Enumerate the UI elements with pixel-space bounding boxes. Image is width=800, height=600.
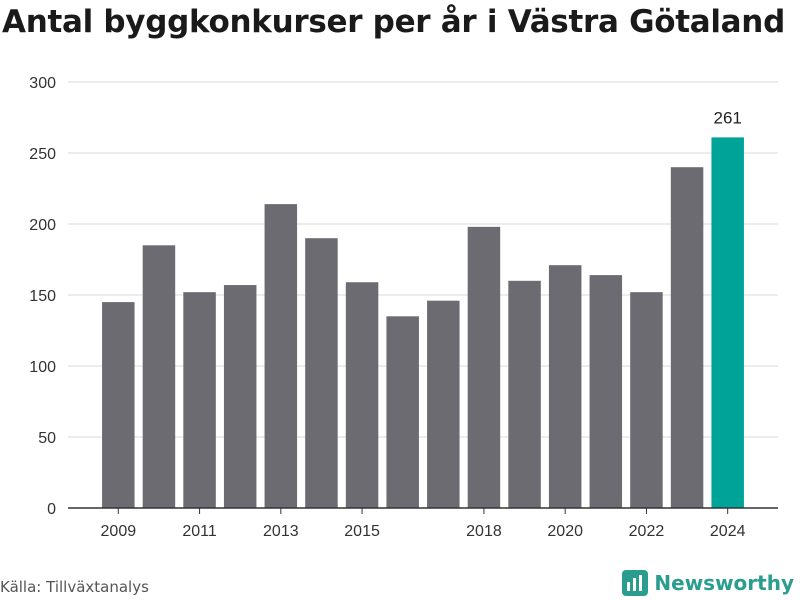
bars: [102, 137, 744, 509]
brand-logo: Newsworthy: [622, 570, 794, 596]
bar-2014: [305, 238, 338, 508]
x-tick-label: 2020: [547, 523, 583, 540]
y-tick-label: 250: [29, 146, 56, 163]
y-tick-label: 0: [47, 501, 56, 518]
x-tick-label: 2011: [182, 523, 217, 540]
source-note: Källa: Tillväxtanalys: [0, 578, 149, 596]
x-tick-label: 2015: [344, 523, 380, 540]
bar-2009: [102, 302, 135, 508]
bar-2018: [467, 226, 501, 508]
y-tick-label: 300: [29, 75, 56, 92]
bar-2010: [142, 245, 176, 509]
x-tick-label: 2009: [101, 523, 137, 540]
chart-title: Antal byggkonkurser per år i Västra Göta…: [2, 4, 785, 40]
x-axis-ticks: 2009 2011 2013 2015 2018 2020 2022 2024: [101, 508, 746, 540]
bar-2022: [630, 292, 663, 508]
bar-2020: [548, 265, 582, 508]
bar-2011: [183, 292, 216, 508]
y-tick-label: 100: [29, 359, 56, 376]
y-axis-ticks: 0 50 100 150 200 250 300: [29, 75, 56, 518]
x-tick-label: 2018: [466, 523, 502, 540]
bar-2021: [589, 275, 623, 508]
bar-2023: [670, 167, 704, 508]
bar-2017: [427, 300, 460, 508]
data-labels: 261: [714, 108, 742, 127]
bar-2012: [223, 285, 257, 508]
y-tick-label: 150: [29, 288, 56, 305]
data-label-highlight: 261: [714, 108, 742, 127]
bar-2013: [264, 204, 298, 508]
bar-2019: [508, 280, 541, 508]
x-tick-label: 2013: [263, 523, 299, 540]
y-tick-label: 50: [38, 430, 56, 447]
bar-2016: [386, 316, 419, 508]
y-tick-label: 200: [29, 217, 56, 234]
bar-2024: [711, 137, 744, 508]
brand-name: Newsworthy: [654, 571, 794, 595]
newsworthy-logo-icon: [622, 570, 649, 596]
bar-2015: [345, 282, 379, 508]
x-tick-label: 2022: [629, 523, 665, 540]
x-tick-label: 2024: [710, 523, 746, 540]
